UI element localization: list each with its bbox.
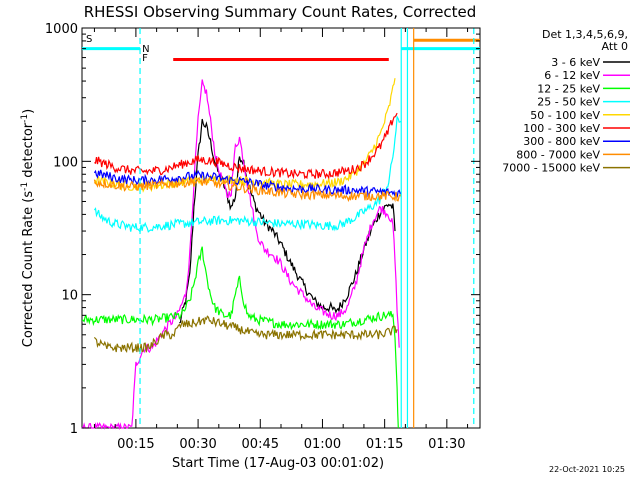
series-line-7000-15000-kev: [93, 315, 398, 353]
flag-f-label: F: [142, 53, 148, 64]
series-line-300-800-kev: [93, 169, 402, 198]
axis-layer: 1 10 100 1000 00:15 00:30 00:45 01:00 01:15 01:30: [45, 22, 480, 452]
x-tick-label: 01:30: [428, 437, 465, 452]
y-tick-label: 1: [70, 422, 78, 437]
x-axis-label: Start Time (17-Aug-03 00:01:02): [172, 456, 384, 471]
series-line-100-300-kev: [94, 112, 398, 180]
y-tick-label: 10: [61, 289, 78, 304]
flag-n-label: N: [142, 44, 149, 55]
chart-title: RHESSI Observing Summary Count Rates, Co…: [84, 3, 477, 21]
series-line-800-7000-kev: [93, 176, 402, 203]
series-line-12-25-kev: [81, 246, 399, 429]
legend-header-detectors: Det 1,3,4,5,6,9,: [542, 28, 628, 41]
legend-label: 50 - 100 keV: [530, 109, 600, 122]
y-axis-label-mid: detector: [21, 122, 36, 182]
legend-label: 100 - 300 keV: [523, 122, 600, 135]
legend-label: 3 - 6 keV: [551, 56, 600, 69]
flag-s-label: S: [86, 34, 92, 45]
y-axis-label-sup2: -1: [20, 114, 30, 123]
legend-label: 25 - 50 keV: [537, 96, 600, 109]
y-axis-label-end: ): [21, 109, 36, 114]
legend-label: 300 - 800 keV: [523, 135, 600, 148]
legend-label: 6 - 12 keV: [544, 69, 600, 82]
legend-header-attenuator: Att 0: [602, 40, 628, 53]
series-line-25-50-kev: [93, 115, 402, 233]
series-line-6-12-kev: [81, 79, 400, 431]
y-tick-label: 1000: [45, 22, 78, 37]
legend-label: 800 - 7000 keV: [516, 148, 600, 161]
y-axis-label: Corrected Count Rate (s-1 detector-1): [20, 109, 36, 347]
y-axis-label-sup1: -1: [20, 182, 30, 191]
y-tick-label: 100: [53, 155, 78, 170]
x-tick-label: 01:00: [304, 437, 341, 452]
x-tick-label: 00:45: [242, 437, 279, 452]
timestamp: 22-Oct-2021 10:25: [549, 465, 625, 474]
x-tick-label: 00:15: [117, 437, 154, 452]
legend-label: 7000 - 15000 keV: [502, 162, 600, 175]
series-line-3-6-kev: [179, 118, 396, 324]
y-axis-label-main: Corrected Count Rate (s: [21, 191, 36, 348]
legend-label: 12 - 25 keV: [537, 82, 600, 95]
annotation-layer: S NF: [82, 28, 480, 428]
series-layer: [81, 78, 402, 431]
x-tick-label: 00:30: [179, 437, 216, 452]
x-tick-label: 01:15: [366, 437, 403, 452]
